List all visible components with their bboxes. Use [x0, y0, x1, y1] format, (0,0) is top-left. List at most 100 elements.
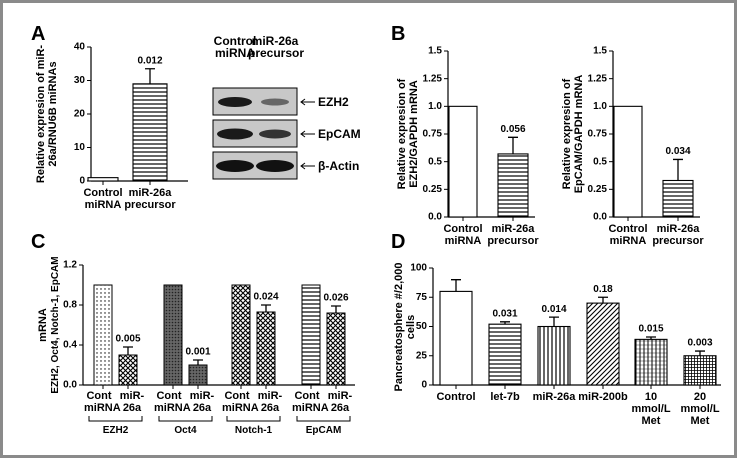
series-label: miR-26a	[257, 390, 283, 414]
p-value-label: 0.014	[541, 304, 566, 315]
blot-band	[217, 128, 253, 140]
y-tick-label: 30	[74, 75, 86, 86]
error-bar	[500, 321, 510, 325]
y-tick-label: 1.25	[423, 73, 443, 84]
y-tick-label: 0	[421, 380, 427, 391]
y-tick-label: 0.5	[428, 156, 442, 167]
series-label: miR-26a	[119, 390, 145, 414]
bar	[634, 338, 668, 386]
bar	[683, 355, 717, 386]
y-tick-label: 0.5	[593, 156, 607, 167]
figure-graphics: 0 10 20 30 40 0.012 0.0 0.25 0.5 0.75 1.0 1.25 1.5 0.…	[63, 42, 721, 422]
blot-band	[259, 129, 291, 139]
group-label: EpCAM	[305, 425, 342, 436]
x-tick-label: miR-26a precursor	[124, 187, 176, 211]
error-bar	[193, 359, 203, 365]
bar	[87, 177, 119, 182]
y-tick-label: 0.75	[588, 129, 608, 140]
error-bar	[549, 316, 559, 327]
blot-band	[261, 98, 289, 106]
panel-label: A	[31, 23, 46, 45]
y-axis-label: Relative expresion of EZH2/GAPDH mRNA	[396, 78, 420, 190]
p-value-label: 0.034	[665, 146, 690, 157]
error-bar	[261, 304, 271, 312]
y-tick-label: 40	[74, 42, 86, 53]
error-bar	[598, 296, 608, 304]
bar	[537, 325, 571, 386]
p-value-label: 0.001	[185, 347, 210, 358]
p-value-label: 0.18	[593, 284, 613, 295]
group-label: Notch-1	[234, 425, 273, 436]
y-tick-label: 75	[416, 292, 428, 303]
x-tick-label: Control miRNA	[83, 187, 123, 211]
y-axis-label: EZH2, Oct4, Notch-1, EpCAM	[50, 256, 61, 394]
error-bar	[145, 68, 155, 84]
blot-band-label: EpCAM	[318, 127, 361, 141]
error-bar	[508, 136, 518, 154]
y-tick-label: 100	[410, 263, 427, 274]
x-tick-label: let-7b	[490, 391, 520, 403]
y-tick-label: 0.0	[63, 380, 77, 391]
group-bracket	[296, 416, 351, 422]
error-bar	[695, 350, 705, 356]
bar	[231, 284, 251, 386]
y-tick-label: 0.25	[423, 184, 443, 195]
bar	[163, 284, 183, 386]
bar	[488, 323, 522, 386]
bar	[118, 354, 138, 386]
p-value-label: 0.026	[323, 293, 348, 304]
y-axis-label: Relative expresion of miR-26a/RNU6B miRN…	[35, 44, 59, 184]
group-bracket	[88, 416, 143, 422]
error-bar	[673, 158, 683, 181]
bar	[326, 312, 346, 386]
x-tick-label: miR-26a	[532, 391, 576, 403]
p-value-label: 0.024	[253, 292, 278, 303]
x-tick-label: miR-200b	[578, 391, 628, 403]
y-tick-label: 0.75	[423, 129, 443, 140]
y-tick-label: 1.0	[428, 101, 442, 112]
y-tick-label: 10	[74, 142, 86, 153]
error-bar	[331, 305, 341, 313]
p-value-label: 0.056	[500, 124, 525, 135]
blot-arrows	[300, 98, 315, 170]
blot-band-label: β-Actin	[318, 159, 360, 173]
p-value-label: 0.031	[492, 308, 517, 319]
bar	[132, 83, 168, 182]
p-value-label: 0.005	[115, 334, 140, 345]
y-tick-label: 25	[416, 350, 428, 361]
blot-band-label: EZH2	[318, 95, 349, 109]
p-value-label: 0.003	[687, 338, 712, 349]
series-label: Cont miRNA	[84, 390, 121, 414]
bar	[188, 364, 208, 386]
error-bar	[123, 346, 133, 355]
y-tick-label: 1.25	[588, 73, 608, 84]
y-tick-label: 0.0	[593, 212, 607, 223]
bar	[497, 153, 529, 218]
y-tick-label: 0.4	[63, 340, 77, 351]
y-tick-label: 0.25	[588, 184, 608, 195]
x-tick-label: miR-26a precursor	[652, 223, 704, 247]
series-label: miR-26a	[189, 390, 215, 414]
x-tick-label: Control	[436, 391, 476, 403]
y-axis-label: mRNA	[37, 308, 49, 342]
bar	[256, 311, 276, 386]
series-label: Cont miRNA	[292, 390, 329, 414]
bar	[613, 105, 643, 218]
y-tick-label: 0.0	[428, 212, 442, 223]
series-label: Cont miRNA	[154, 390, 191, 414]
y-tick-label: 1.5	[428, 46, 442, 57]
y-tick-label: 1.0	[593, 101, 607, 112]
y-axis-label: Pancreatosphere #/2,000 cells	[393, 262, 417, 392]
error-bar	[646, 336, 656, 340]
panel-label: B	[391, 23, 406, 45]
y-tick-label: 1.2	[63, 260, 77, 271]
bar	[439, 290, 473, 386]
group-label: EZH2	[102, 425, 129, 436]
blot-band	[216, 160, 254, 172]
y-tick-label: 50	[416, 321, 428, 332]
panel-label: D	[391, 231, 406, 253]
blot-band	[256, 160, 294, 172]
y-axis-label: Relative expresion of EpCAM/GAPDH mRNA	[561, 74, 585, 194]
group-bracket	[226, 416, 281, 422]
